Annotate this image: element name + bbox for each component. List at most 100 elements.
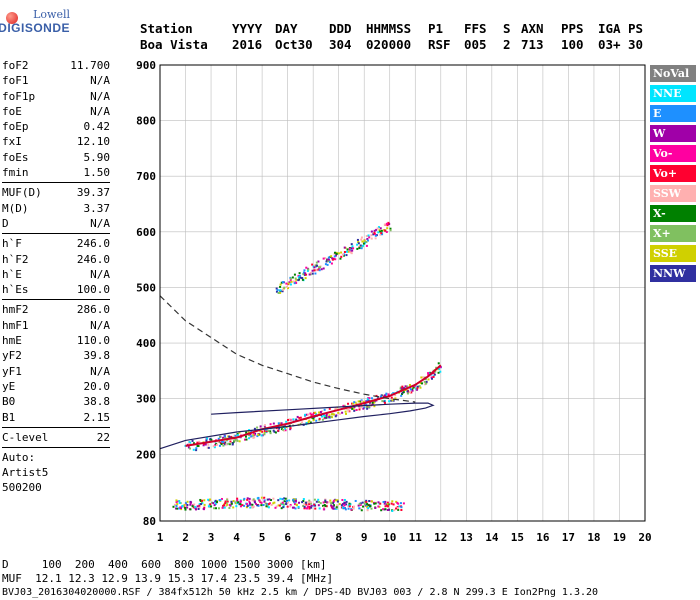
echo-point (207, 498, 210, 501)
param-label: D (2, 216, 9, 230)
echo-point (266, 505, 269, 508)
echo-point (190, 501, 193, 504)
echo-point (238, 440, 241, 443)
echo-point (358, 408, 361, 411)
echo-point (297, 276, 300, 279)
param-value: 39.8 (83, 349, 111, 363)
echo-point (401, 385, 404, 388)
echo-point (219, 441, 222, 444)
y-tick-label: 700 (136, 170, 156, 183)
param-value: 110.0 (76, 334, 110, 348)
echo-point (277, 499, 280, 502)
echo-point (352, 507, 355, 510)
y-tick-label: 80 (143, 515, 156, 528)
echo-point (326, 258, 329, 261)
echo-point (346, 250, 349, 253)
echo-point (283, 500, 286, 503)
param-row: h`Es 100.0 (2, 282, 110, 297)
echo-point (421, 382, 424, 385)
param-value: 2.15 (83, 410, 111, 424)
echo-point (186, 506, 189, 509)
echo-point (250, 435, 253, 438)
echo-point (188, 442, 191, 445)
plot-frame (159, 64, 646, 522)
echo-point (313, 411, 316, 414)
curves (159, 295, 442, 450)
echo-point (316, 268, 319, 271)
echo-point (343, 501, 346, 504)
echo-point (365, 403, 368, 406)
echo-point (336, 499, 339, 502)
x-tick-label: 19 (613, 531, 626, 544)
echo-point (382, 508, 385, 511)
echo-point (268, 498, 271, 501)
legend-item: X+ (650, 225, 696, 242)
echo-point (298, 416, 301, 419)
echo-point (334, 499, 337, 502)
echo-point (248, 502, 251, 505)
param-row: MUF(D) 39.37 (2, 185, 110, 200)
echo-point (289, 505, 292, 508)
param-value: N/A (90, 364, 110, 378)
echo-point (319, 411, 322, 414)
echo-point (304, 501, 307, 504)
echo-point (322, 508, 325, 511)
echo-point (285, 282, 288, 285)
echo-point (388, 222, 391, 225)
echo-point (203, 503, 206, 506)
echo-point (365, 240, 368, 243)
header-row1-cell: IGA (598, 21, 621, 36)
echo-point (350, 247, 353, 250)
param-value: 286.0 (76, 303, 110, 317)
x-tick-label: 20 (638, 531, 651, 544)
echo-point (314, 411, 317, 414)
echo-point (308, 507, 311, 510)
echo-point (239, 505, 242, 508)
echo-point (195, 508, 198, 511)
x-tick-label: 6 (284, 531, 291, 544)
echo-point (335, 506, 338, 509)
echo-point (213, 507, 216, 510)
header-row1-cell: DAY (275, 21, 298, 36)
echo-point (334, 408, 337, 411)
echo-point (294, 507, 297, 510)
echo-point (340, 255, 343, 258)
echo-point (383, 400, 386, 403)
param-label: foEp (2, 120, 29, 134)
echo-point (335, 505, 338, 508)
echo-point (406, 390, 409, 393)
echo-point (353, 406, 356, 409)
echo-point (372, 233, 375, 236)
legend-item: Vo+ (650, 165, 696, 182)
echo-point (366, 398, 369, 401)
echo-point (263, 425, 266, 428)
echo-point (373, 400, 376, 403)
echo-point (266, 498, 269, 501)
echo-point (365, 234, 368, 237)
param-separator (2, 299, 110, 301)
echo-point (308, 505, 311, 508)
echo-point (360, 238, 363, 241)
echo-point (378, 505, 381, 508)
param-row: yF2 39.8 (2, 348, 110, 363)
echo-point (294, 277, 297, 280)
echo-point (227, 442, 230, 445)
echo-point (328, 416, 331, 419)
echo-point (439, 366, 442, 369)
echo-point (374, 237, 377, 240)
echo-point (230, 502, 233, 505)
echo-point (265, 430, 268, 433)
echo-point (343, 246, 346, 249)
echo-point (381, 233, 384, 236)
echo-point (341, 502, 344, 505)
echo-point (226, 503, 229, 506)
echo-point (371, 401, 374, 404)
echo-point (198, 440, 201, 443)
echo-point (330, 413, 333, 416)
echo-point (330, 504, 333, 507)
param-row: fxI 12.10 (2, 134, 110, 149)
echo-point (343, 506, 346, 509)
echo-point (416, 387, 419, 390)
echo-point (331, 416, 334, 419)
echo-point (406, 385, 409, 388)
